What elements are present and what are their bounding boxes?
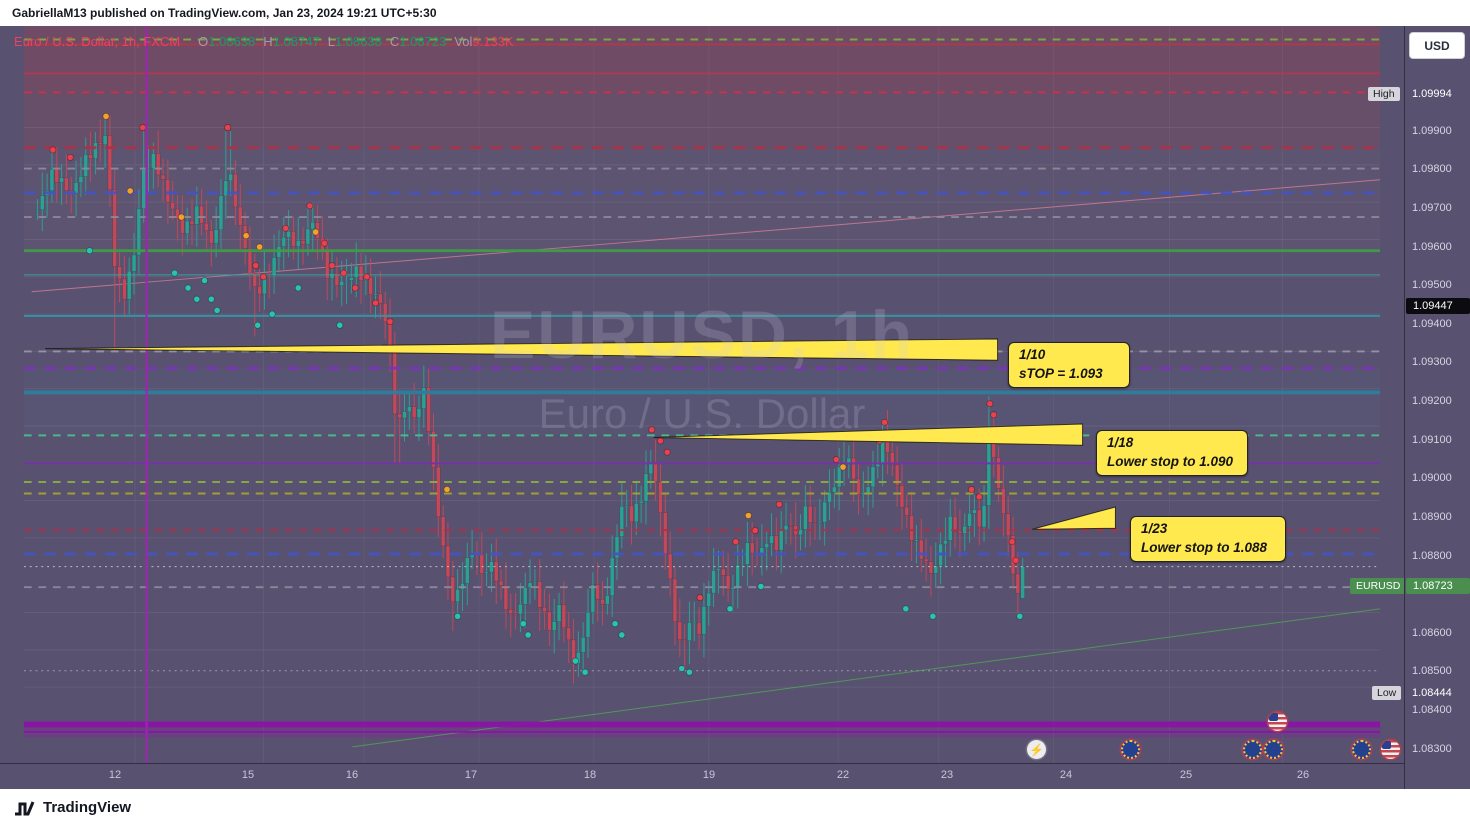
time-axis-label: 26: [1296, 769, 1310, 781]
callout-text: Lower stop to 1.090: [1107, 453, 1234, 469]
eu-flag-event-icon[interactable]: [1243, 740, 1262, 759]
price-axis-label: 1.08500: [1412, 665, 1452, 678]
horizontal-levels: [23, 38, 1381, 733]
prev-close-price-badge: 1.09447: [1406, 298, 1470, 315]
callout-annotation-1-18[interactable]: 1/18 Lower stop to 1.090: [1096, 430, 1248, 476]
eu-flag-event-icon[interactable]: [1121, 740, 1140, 759]
tradingview-brand[interactable]: TradingView: [43, 799, 132, 816]
power-event-icon[interactable]: ⚡: [1027, 740, 1046, 759]
ohlc-letter: C: [389, 34, 400, 49]
price-axis-label: 1.09100: [1412, 433, 1452, 446]
last-price-badge: 1.08723: [1406, 577, 1470, 594]
time-axis-label: 17: [464, 769, 478, 781]
callout-date: 1/10: [1019, 347, 1046, 362]
currency-toggle-button[interactable]: USD: [1409, 32, 1465, 59]
callout-annotation-1-10[interactable]: 1/10 sTOP = 1.093: [1008, 342, 1130, 388]
price-axis-label: 1.08900: [1412, 510, 1452, 523]
price-axis-label: 1.08400: [1412, 704, 1452, 716]
publish-info-text: GabriellaM13 published on TradingView.co…: [12, 6, 437, 20]
price-pane: [23, 26, 1381, 763]
price-axis[interactable]: USD 1.09994 1.09447 1.08723 1.08444 1.09…: [1404, 26, 1470, 789]
time-axis-label: 19: [702, 769, 716, 781]
last-price-symbol-badge: EURUSD: [1350, 577, 1404, 594]
chart-legend: Euro / U.S. Dollar, 1h, FXCM O1.08638 H1.0…: [14, 34, 514, 49]
us-flag-event-icon[interactable]: [1268, 712, 1287, 731]
publish-header: GabriellaM13 published on TradingView.co…: [0, 0, 1470, 26]
time-axis-label: 25: [1179, 769, 1193, 781]
ohlc-letter: O: [198, 34, 209, 49]
tradingview-logo-icon[interactable]: [14, 800, 36, 816]
price-axis-label: 1.09500: [1412, 279, 1452, 292]
ohlc-value: 1.08747: [272, 34, 320, 49]
callout-annotation-1-23[interactable]: 1/23 Lower stop to 1.088: [1130, 516, 1286, 562]
time-axis[interactable]: 12 15 16 17 18 19 22 23 24 25 26: [0, 763, 1404, 789]
time-axis-label: 23: [940, 769, 954, 781]
callout-date: 1/23: [1141, 521, 1168, 536]
low-label-badge: Low: [1372, 685, 1402, 700]
volume-label: Vol: [454, 34, 473, 49]
background-bands: [23, 26, 1381, 738]
ohlc-letter: H: [263, 34, 273, 49]
ohlc-value: 1.08638: [208, 34, 256, 49]
symbol-description[interactable]: Euro / U.S. Dollar, 1h, FXCM: [14, 34, 181, 49]
price-axis-label: 1.09000: [1412, 472, 1452, 485]
ohlc-letter: L: [327, 34, 335, 49]
eu-flag-event-icon[interactable]: [1352, 740, 1371, 759]
price-axis-label: 1.09800: [1412, 163, 1452, 176]
ohlc-values: O1.08638 H1.08747 L1.08638 C1.08723: [190, 34, 446, 49]
time-axis-label: 18: [583, 769, 597, 781]
us-flag-event-icon[interactable]: [1381, 740, 1400, 759]
price-axis-label: 1.09900: [1412, 124, 1452, 137]
callout-pointers: [45, 338, 1116, 530]
callout-text: Lower stop to 1.088: [1141, 539, 1268, 555]
price-axis-label: 1.09300: [1412, 356, 1452, 369]
ohlc-value: 1.08638: [334, 34, 382, 49]
time-axis-label: 24: [1059, 769, 1073, 781]
ohlc-value: 1.08723: [399, 34, 447, 49]
eu-flag-event-icon[interactable]: [1264, 740, 1283, 759]
chart-canvas[interactable]: EURUSD, 1h Euro / U.S. Dollar Euro / U.S…: [0, 26, 1404, 763]
price-axis-label: 1.09200: [1412, 395, 1452, 407]
time-axis-label: 12: [108, 769, 122, 781]
high-label-badge: High: [1368, 86, 1400, 101]
price-axis-label: 1.08300: [1412, 742, 1452, 755]
price-axis-label: 1.09400: [1412, 317, 1452, 330]
footer: TradingView: [0, 789, 1470, 826]
price-axis-label: 1.08800: [1412, 549, 1452, 562]
time-axis-label: 22: [836, 769, 850, 781]
price-axis-label: 1.09700: [1412, 201, 1452, 214]
high-price-value: 1.09994: [1412, 88, 1452, 101]
price-axis-label: 1.08600: [1412, 626, 1452, 639]
signal-markers: [49, 112, 1024, 676]
low-price-value: 1.08444: [1412, 687, 1452, 699]
callout-date: 1/18: [1107, 435, 1134, 450]
time-axis-label: 15: [241, 769, 255, 781]
callout-text: sTOP = 1.093: [1019, 365, 1103, 381]
time-axis-label: 16: [345, 769, 359, 781]
price-axis-label: 1.09600: [1412, 240, 1452, 253]
volume-value: 9.133K: [472, 34, 514, 49]
